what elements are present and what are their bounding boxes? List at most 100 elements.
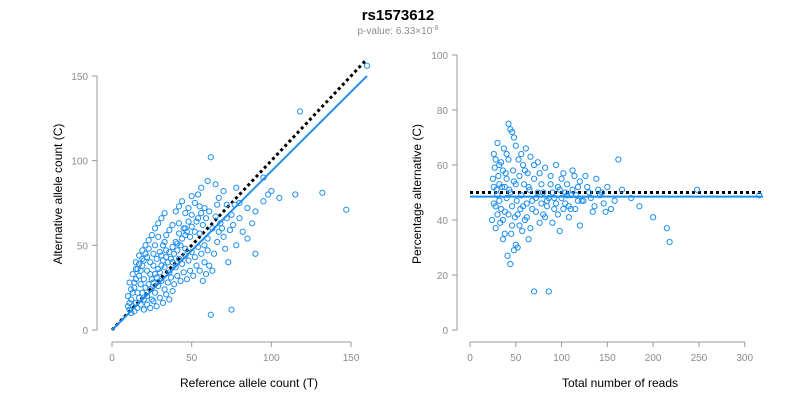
left-panel-data-point <box>174 247 181 254</box>
left-panel-data-point <box>134 289 141 296</box>
right-panel-data-point <box>534 189 541 196</box>
right-panel-data-point <box>516 222 523 229</box>
right-panel-x-tick-label: 50 <box>510 353 522 364</box>
right-panel-y-tick-label: 60 <box>437 161 449 172</box>
right-panel-data-point <box>650 214 657 221</box>
left-panel-data-point <box>204 177 211 185</box>
left-panel-data-point <box>128 286 135 293</box>
right-panel-data-point <box>576 178 583 185</box>
right-panel-x-tick-label: 0 <box>467 353 473 364</box>
left-panel-data-point <box>175 220 183 227</box>
left-panel-data-point <box>183 228 191 235</box>
left-panel-data-point <box>209 225 216 232</box>
right-panel-x-tick-label: 150 <box>599 353 616 364</box>
right-panel-data-point <box>636 203 643 210</box>
left-panel-data-point <box>201 259 208 266</box>
left-panel-data-point <box>191 254 198 261</box>
right-panel-data-point <box>523 200 530 207</box>
left-panel-data-point <box>214 201 221 208</box>
right-panel-data-point <box>504 252 511 259</box>
right-panel-data-point <box>541 164 549 171</box>
left-panel-fit-line <box>111 75 368 331</box>
left-panel-data-point <box>132 265 140 273</box>
right-panel-data-point <box>510 247 518 254</box>
right-panel-points <box>488 120 763 295</box>
left-panel-data-point <box>268 188 275 195</box>
right-panel-y-tick-label: 20 <box>437 271 449 282</box>
right-panel-data-point <box>611 197 618 204</box>
right-panel-data-point <box>574 183 582 191</box>
left-panel-data-point <box>171 281 178 288</box>
left-panel-data-point <box>174 240 181 247</box>
right-panel-data-point <box>494 211 501 218</box>
right-panel-data-point <box>515 156 522 163</box>
right-panel-data-point <box>503 194 510 202</box>
right-panel-data-point <box>495 172 502 180</box>
left-panel-data-point <box>132 259 140 266</box>
right-panel-data-point <box>523 214 530 221</box>
left-panel-data-point <box>179 198 186 205</box>
left-panel-data-point <box>212 213 219 220</box>
left-panel-data-point <box>210 250 218 257</box>
left-panel-data-point <box>126 279 133 286</box>
right-panel-data-point <box>505 211 512 218</box>
left-panel-data-point <box>135 272 143 279</box>
left-panel-data-point <box>217 220 224 227</box>
left-panel-data-point <box>171 250 178 257</box>
right-panel-data-point <box>514 211 521 218</box>
right-panel-data-point <box>578 197 585 204</box>
left-panel-data-point <box>204 247 211 254</box>
left-panel-data-point <box>151 225 159 232</box>
left-panel-data-point <box>139 247 146 254</box>
left-panel-data-point <box>166 226 173 234</box>
right-panel-data-point <box>507 260 514 268</box>
left-panel-data-point <box>161 264 168 271</box>
left-panel-data-point <box>132 276 140 283</box>
left-panel-y-tick-label: 50 <box>77 241 89 252</box>
right-panel-data-point <box>576 222 583 229</box>
left-panel-data-point <box>186 233 194 240</box>
left-panel-data-point <box>188 248 195 256</box>
left-panel-data-point <box>236 215 243 222</box>
right-panel-data-point <box>534 159 541 166</box>
right-panel-data-point <box>490 150 497 158</box>
left-panel-data-point <box>179 235 186 242</box>
right-panel-data-point <box>526 186 533 193</box>
right-panel-data-point <box>527 153 534 160</box>
right-panel-data-point <box>496 181 503 188</box>
right-panel-data-point <box>618 186 626 193</box>
left-panel-data-point <box>155 282 162 290</box>
right-panel-data-point <box>628 194 635 202</box>
left-panel-x-tick-label: 50 <box>186 353 198 364</box>
right-panel-data-point <box>518 150 525 158</box>
left-panel-data-point <box>166 296 173 303</box>
right-panel-data-point <box>567 205 574 213</box>
left-panel-data-point <box>150 279 157 286</box>
right-panel-data-point <box>501 230 508 237</box>
left-panel-data-point <box>150 250 157 257</box>
left-panel-data-point <box>177 242 184 249</box>
right-panel-data-point <box>503 175 510 182</box>
right-panel-data-point <box>563 192 571 199</box>
right-panel-data-point <box>510 134 518 141</box>
right-panel-data-point <box>509 128 516 136</box>
right-panel-data-point <box>571 172 578 180</box>
left-panel-data-point <box>260 198 267 205</box>
left-panel-data-point <box>139 255 146 262</box>
left-panel-data-point <box>236 199 243 207</box>
left-panel-data-point <box>198 210 205 217</box>
right-panel-data-point <box>591 203 598 210</box>
right-panel-data-point <box>520 203 527 210</box>
left-panel-data-point <box>172 238 179 246</box>
right-panel-data-point <box>562 200 569 207</box>
right-panel-data-point <box>554 211 562 218</box>
left-panel-data-point <box>164 279 171 286</box>
right-panel-y-axis-label: Percentage alternative (C) <box>410 124 424 264</box>
left-panel-data-point <box>161 210 168 217</box>
right-panel-data-point <box>560 205 567 213</box>
left-panel-data-point <box>147 286 154 293</box>
right-panel-data-point <box>503 150 510 158</box>
right-panel-data-point <box>538 181 545 188</box>
left-panel-data-point <box>163 291 170 298</box>
